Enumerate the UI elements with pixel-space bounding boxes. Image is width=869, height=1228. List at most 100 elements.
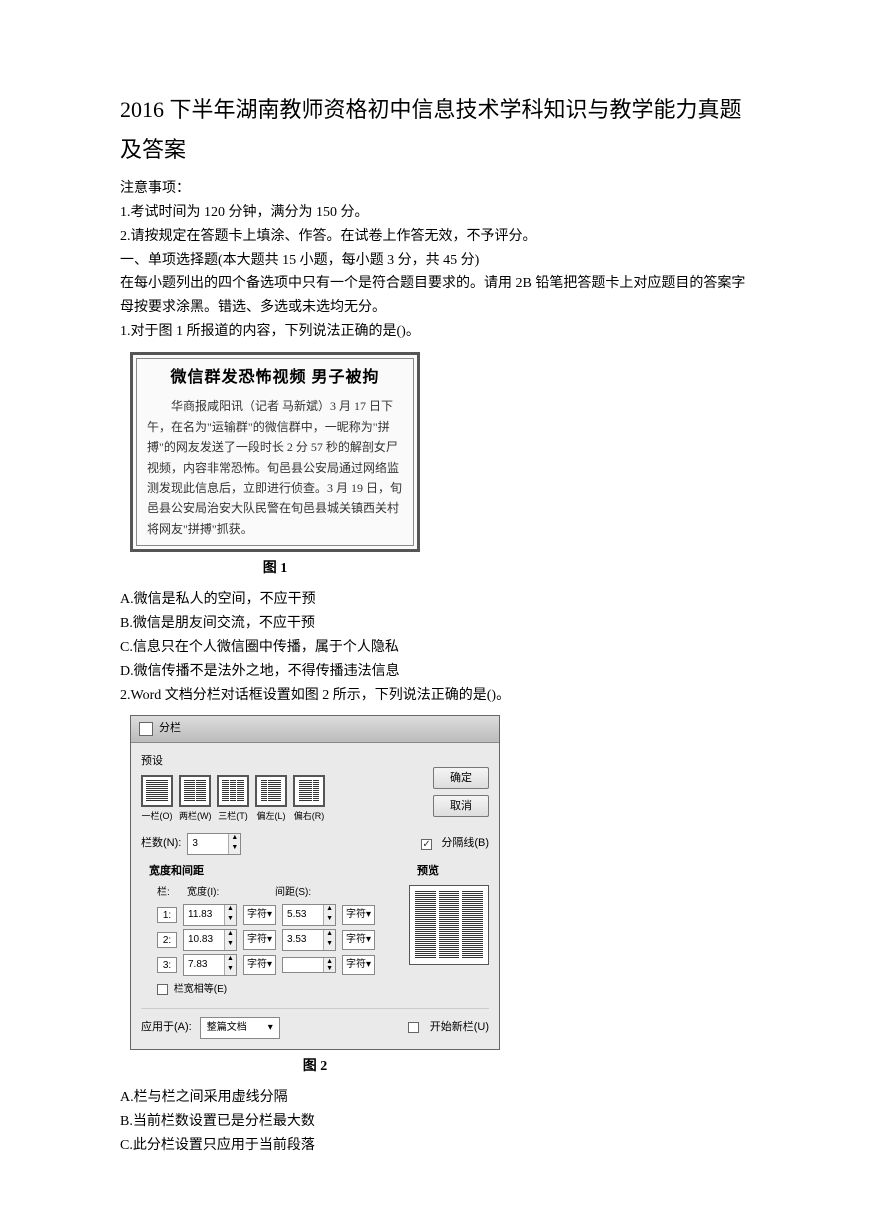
width-spinner[interactable]: 7.83▲▼ [183,954,237,976]
chevron-down-icon: ▾ [268,1020,273,1036]
unit-dropdown[interactable]: 字符▾ [243,955,276,975]
preset-two-columns[interactable] [179,775,211,807]
notice-heading: 注意事项： [120,177,749,201]
preset-one-column[interactable] [141,775,173,807]
preset-left[interactable] [255,775,287,807]
q1-option-b: B.微信是朋友间交流，不应干预 [120,612,749,636]
chevron-down-icon[interactable]: ▼ [324,915,335,925]
equal-width-checkbox[interactable] [157,984,168,995]
preset-name: 偏左(L) [255,809,287,823]
news-clipping: 微信群发恐怖视频 男子被拘 华商报咸阳讯（记者 马新斌）3 月 17 日下午，在… [130,352,420,552]
apply-value: 整篇文档 [207,1020,247,1036]
width-spinner[interactable]: 10.83▲▼ [183,929,237,951]
equal-width-label: 栏宽相等(E) [174,984,227,995]
q1-stem: 1.对于图 1 所报道的内容，下列说法正确的是()。 [120,320,749,344]
preset-right[interactable] [293,775,325,807]
dialog-title: 分栏 [159,720,181,738]
preset-name: 一栏(O) [141,809,173,823]
unit-label: 字符 [346,909,366,920]
notice-line: 2.请按规定在答题卡上填涂、作答。在试卷上作答无效，不予评分。 [120,225,749,249]
q2-option-b: B.当前栏数设置已是分栏最大数 [120,1110,749,1134]
spacing-value: 5.53 [283,905,323,925]
q1-option-c: C.信息只在个人微信圈中传播，属于个人隐私 [120,636,749,660]
notice-line: 1.考试时间为 120 分钟，满分为 150 分。 [120,201,749,225]
apply-combo[interactable]: 整篇文档 ▾ [200,1017,280,1039]
spacing-spinner[interactable]: 3.53▲▼ [282,929,336,951]
q2-option-a: A.栏与栏之间采用虚线分隔 [120,1086,749,1110]
width-row: 3: 7.83▲▼ 字符▾ ▲▼ 字符▾ [157,954,389,976]
preset-name: 偏右(R) [293,809,325,823]
width-spinner[interactable]: 11.83▲▼ [183,904,237,926]
chevron-down-icon[interactable]: ▼ [225,965,236,975]
figure-1: 微信群发恐怖视频 男子被拘 华商报咸阳讯（记者 马新斌）3 月 17 日下午，在… [120,352,749,581]
chevron-down-icon[interactable]: ▼ [324,965,335,972]
unit-dropdown[interactable]: 字符▾ [342,930,375,950]
separator-checkbox[interactable] [421,839,432,850]
width-row: 2: 10.83▲▼ 字符▾ 3.53▲▼ 字符▾ [157,929,389,951]
app-icon [139,722,153,736]
chevron-up-icon[interactable]: ▲ [324,905,335,915]
width-value: 7.83 [184,955,224,975]
q2-stem: 2.Word 文档分栏对话框设置如图 2 所示，下列说法正确的是()。 [120,684,749,708]
chevron-up-icon[interactable]: ▲ [225,905,236,915]
chevron-up-icon[interactable]: ▲ [225,930,236,940]
cancel-button[interactable]: 取消 [433,795,489,817]
spacing-spinner[interactable]: 5.53▲▼ [282,904,336,926]
hdr-width: 宽度(I): [187,885,267,901]
spacing-value [283,958,323,972]
chevron-down-icon[interactable]: ▼ [225,940,236,950]
preset-area: 预设 一栏(O) 两栏(W) 三栏(T) 偏左(L) 偏右(R) [141,753,423,823]
q1-option-a: A.微信是私人的空间，不应干预 [120,588,749,612]
unit-label: 字符 [247,909,267,920]
width-value: 11.83 [184,905,224,925]
row-index: 1: [157,907,177,923]
unit-dropdown[interactable]: 字符▾ [243,930,276,950]
chevron-up-icon[interactable]: ▲ [324,958,335,965]
news-body: 华商报咸阳讯（记者 马新斌）3 月 17 日下午，在名为"运输群"的微信群中，一… [147,396,403,539]
cols-label: 栏数(N): [141,835,181,853]
ok-button[interactable]: 确定 [433,767,489,789]
chevron-down-icon[interactable]: ▼ [225,915,236,925]
columns-dialog: 分栏 预设 一栏(O) 两栏(W) 三栏(T) [130,715,500,1049]
width-row: 1: 11.83▲▼ 字符▾ 5.53▲▼ 字符▾ [157,904,389,926]
preset-three-columns[interactable] [217,775,249,807]
width-grid: 栏: 宽度(I): 间距(S): 1: 11.83▲▼ 字符▾ 5.53▲▼ 字… [157,885,389,998]
widths-title: 宽度和间距 [149,863,389,881]
figure-2-label: 图 2 [120,1056,510,1078]
unit-label: 字符 [247,959,267,970]
chevron-down-icon[interactable]: ▼ [324,940,335,950]
start-new-label: 开始新栏(U) [430,1019,489,1037]
apply-label: 应用于(A): [141,1019,192,1037]
news-title: 微信群发恐怖视频 男子被拘 [147,365,403,391]
unit-dropdown[interactable]: 字符▾ [342,905,375,925]
preview-col [415,891,436,959]
unit-label: 字符 [346,959,366,970]
page-title: 2016 下半年湖南教师资格初中信息技术学科知识与教学能力真题及答案 [120,90,749,169]
preset-name: 三栏(T) [217,809,249,823]
hdr-spacing: 间距(S): [275,885,311,901]
preview-col [462,891,483,959]
unit-dropdown[interactable]: 字符▾ [243,905,276,925]
spacing-spinner[interactable]: ▲▼ [282,957,336,973]
section-note: 在每小题列出的四个备选项中只有一个是符合题目要求的。请用 2B 铅笔把答题卡上对… [120,272,749,320]
row-index: 3: [157,957,177,973]
figure-1-label: 图 1 [120,558,430,580]
unit-dropdown[interactable]: 字符▾ [342,955,375,975]
chevron-up-icon[interactable]: ▲ [229,834,240,844]
chevron-up-icon[interactable]: ▲ [225,955,236,965]
figure-2: 分栏 预设 一栏(O) 两栏(W) 三栏(T) [120,715,749,1078]
chevron-up-icon[interactable]: ▲ [324,930,335,940]
chevron-down-icon[interactable]: ▼ [229,844,240,854]
unit-label: 字符 [346,934,366,945]
width-value: 10.83 [184,930,224,950]
cols-value: 3 [188,834,228,854]
preview-col [439,891,460,959]
section-title: 一、单项选择题(本大题共 15 小题，每小题 3 分，共 45 分) [120,249,749,273]
cols-spinner[interactable]: 3 ▲▼ [187,833,241,855]
row-index: 2: [157,932,177,948]
preset-name: 两栏(W) [179,809,211,823]
hdr-col: 栏: [157,885,179,901]
preview-title: 预览 [417,863,489,881]
start-new-checkbox[interactable] [408,1022,419,1033]
unit-label: 字符 [247,934,267,945]
